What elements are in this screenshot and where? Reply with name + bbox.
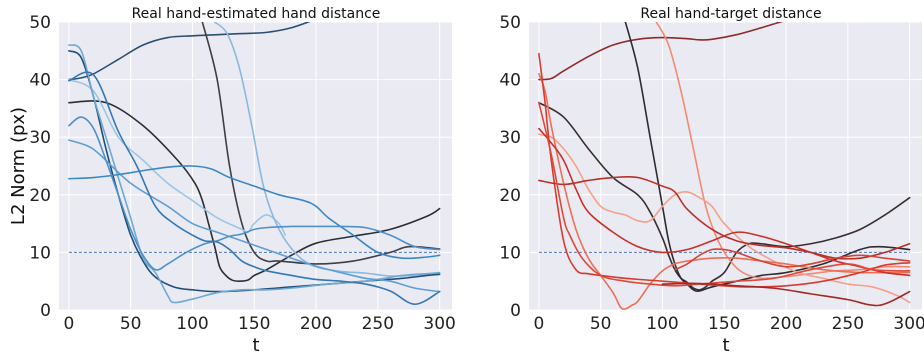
series-line-2 [538, 101, 911, 291]
x-axis-label-right: t [722, 335, 729, 354]
y-tick-label: 10 [499, 243, 521, 263]
chart-title-left: Real hand-estimated hand distance [132, 6, 381, 22]
y-ticks-right: 0 10 20 30 40 50 [499, 13, 521, 321]
x-tick-label: 250 [832, 314, 864, 334]
x-tick-label: 100 [646, 314, 678, 334]
y-tick-label: 30 [499, 128, 521, 148]
series-line-10 [68, 116, 441, 271]
series-line-5 [538, 133, 911, 304]
y-ticks-left: 0 10 20 30 40 50 [29, 13, 51, 321]
x-tick-label: 50 [590, 314, 612, 334]
series-line-8 [68, 139, 441, 293]
series-line-12 [661, 282, 911, 307]
plot-background-right [529, 22, 922, 310]
y-tick-label: 50 [499, 13, 521, 33]
chart-panel-right: 0 50 100 150 200 250 300 0 10 20 30 40 50 Real hand… [499, 6, 924, 354]
series-line-6 [538, 73, 911, 310]
x-axis-label-left: t [252, 335, 259, 354]
series-line-11 [674, 248, 911, 271]
x-tick-label: 200 [770, 314, 802, 334]
y-tick-label: 40 [499, 71, 521, 91]
series-line-1 [538, 22, 784, 81]
x-tick-label: 300 [893, 314, 924, 334]
y-tick-label: 30 [29, 128, 51, 148]
x-tick-label: 250 [362, 314, 394, 334]
x-tick-label: 0 [63, 314, 74, 334]
y-tick-label: 0 [40, 301, 51, 321]
y-tick-label: 20 [499, 186, 521, 206]
x-ticks-left: 0 50 100 150 200 250 300 [63, 314, 455, 334]
chart-panel-left: 0 50 100 150 200 250 300 0 10 20 30 40 50 Real hand… [8, 6, 456, 354]
series-line-7 [538, 52, 911, 288]
series-line-3 [624, 22, 911, 292]
series-line-5 [213, 22, 441, 277]
series-line-10 [538, 101, 911, 287]
y-tick-label: 40 [29, 71, 51, 91]
series-lines-left [68, 22, 441, 306]
x-ticks-right: 0 50 100 150 200 250 300 [533, 314, 924, 334]
x-tick-label: 50 [120, 314, 142, 334]
series-lines-right [538, 22, 911, 310]
series-line-4 [655, 22, 911, 280]
y-tick-label: 10 [29, 243, 51, 263]
series-line-9 [538, 175, 911, 260]
series-line-9 [68, 165, 441, 260]
series-line-8 [538, 127, 911, 277]
series-line-11 [68, 71, 441, 306]
series-line-7 [68, 44, 441, 304]
y-tick-label: 50 [29, 13, 51, 33]
plot-background-left [59, 22, 452, 310]
x-tick-label: 150 [238, 314, 270, 334]
x-tick-label: 300 [423, 314, 455, 334]
x-tick-label: 150 [708, 314, 740, 334]
series-line-2 [68, 100, 441, 282]
x-tick-label: 200 [300, 314, 332, 334]
y-tick-label: 0 [510, 301, 521, 321]
series-line-4 [68, 78, 286, 236]
series-line-3 [201, 22, 441, 265]
x-tick-label: 100 [176, 314, 208, 334]
x-tick-label: 0 [533, 314, 544, 334]
y-tick-label: 20 [29, 186, 51, 206]
chart-title-right: Real hand-target distance [640, 6, 821, 22]
y-axis-label-left: L2 Norm (px) [8, 107, 29, 225]
